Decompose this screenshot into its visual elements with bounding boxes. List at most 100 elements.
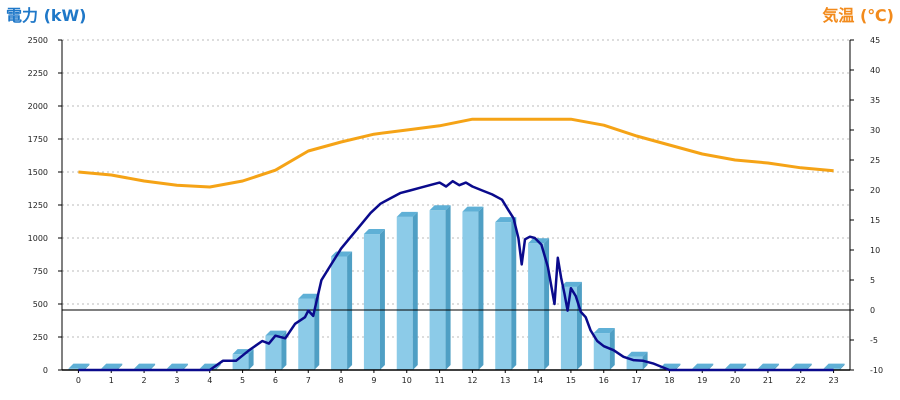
bar-side bbox=[412, 211, 418, 370]
bar-front bbox=[396, 216, 413, 370]
bar-top bbox=[593, 328, 615, 334]
left-tick-label: 1500 bbox=[28, 168, 48, 177]
left-tick-label: 2250 bbox=[28, 69, 48, 78]
bar-side bbox=[445, 205, 451, 370]
x-tick-label: 4 bbox=[207, 376, 212, 385]
bar bbox=[462, 206, 484, 370]
bar-front bbox=[298, 298, 315, 370]
x-tick-label: 19 bbox=[697, 376, 707, 385]
bar-side bbox=[708, 363, 714, 370]
x-tick-label: 0 bbox=[76, 376, 81, 385]
bar-top bbox=[396, 211, 418, 217]
bar bbox=[429, 205, 451, 370]
bar-side bbox=[281, 330, 287, 370]
bar-front bbox=[462, 211, 479, 370]
bar-front bbox=[429, 210, 446, 370]
bar bbox=[396, 211, 418, 370]
bar bbox=[232, 349, 254, 370]
bar-side bbox=[773, 363, 779, 370]
bar bbox=[495, 217, 517, 370]
right-tick-label: -5 bbox=[870, 336, 878, 345]
x-tick-label: 5 bbox=[240, 376, 245, 385]
bar-top bbox=[298, 293, 320, 299]
bar-side bbox=[806, 363, 812, 370]
left-tick-label: 1000 bbox=[28, 234, 48, 243]
x-tick-label: 10 bbox=[402, 376, 412, 385]
left-axis-title: 電力 (kW) bbox=[6, 6, 87, 25]
right-tick-label: 5 bbox=[870, 276, 875, 285]
bar-side bbox=[379, 229, 385, 370]
bar-top bbox=[725, 363, 747, 369]
x-tick-label: 6 bbox=[273, 376, 278, 385]
bar bbox=[331, 251, 353, 370]
x-tick-label: 7 bbox=[306, 376, 311, 385]
bar-top bbox=[462, 206, 484, 212]
bar-front bbox=[495, 222, 512, 370]
x-tick-label: 14 bbox=[533, 376, 543, 385]
bar-top bbox=[363, 229, 385, 235]
bar-side bbox=[741, 363, 747, 370]
bar-top bbox=[101, 363, 123, 369]
bar bbox=[298, 293, 320, 370]
power-line bbox=[78, 179, 834, 372]
bar-top bbox=[429, 205, 451, 211]
right-tick-label: 20 bbox=[870, 186, 880, 195]
bar bbox=[363, 229, 385, 370]
x-tick-label: 21 bbox=[763, 376, 773, 385]
right-tick-label: 35 bbox=[870, 96, 880, 105]
axes bbox=[58, 39, 854, 373]
bar-side bbox=[511, 217, 517, 370]
right-tick-label: -10 bbox=[870, 366, 883, 375]
series-lines bbox=[78, 117, 834, 372]
bar-top bbox=[265, 330, 287, 336]
x-tick-label: 11 bbox=[434, 376, 444, 385]
bar-top bbox=[823, 363, 845, 369]
bar-front bbox=[265, 335, 282, 370]
bar-side bbox=[839, 363, 845, 370]
bar-side bbox=[215, 363, 221, 370]
bar-top bbox=[626, 351, 648, 357]
x-tick-label: 22 bbox=[796, 376, 806, 385]
bar-side bbox=[150, 363, 156, 370]
bar-side bbox=[478, 206, 484, 370]
right-tick-label: 25 bbox=[870, 156, 880, 165]
bar-front bbox=[232, 354, 249, 370]
left-tick-label: 1750 bbox=[28, 135, 48, 144]
bar-side bbox=[347, 251, 353, 370]
bar-top bbox=[166, 363, 188, 369]
right-tick-label: 0 bbox=[870, 306, 875, 315]
right-tick-label: 45 bbox=[870, 36, 880, 45]
right-tick-label: 15 bbox=[870, 216, 880, 225]
right-tick-label: 10 bbox=[870, 246, 880, 255]
left-tick-label: 750 bbox=[33, 267, 48, 276]
left-tick-label: 0 bbox=[43, 366, 48, 375]
temperature-line bbox=[78, 117, 834, 189]
x-tick-label: 16 bbox=[599, 376, 609, 385]
right-axis-title: 気温 (℃) bbox=[822, 6, 894, 25]
left-tick-label: 250 bbox=[33, 333, 48, 342]
bar-side bbox=[248, 349, 254, 370]
bar-front bbox=[363, 234, 380, 370]
x-tick-label: 9 bbox=[371, 376, 376, 385]
left-tick-label: 1250 bbox=[28, 201, 48, 210]
x-tick-label: 2 bbox=[142, 376, 147, 385]
x-tick-label: 1 bbox=[109, 376, 114, 385]
left-tick-label: 2000 bbox=[28, 102, 48, 111]
bar-top bbox=[134, 363, 156, 369]
bar-top bbox=[790, 363, 812, 369]
x-tick-label: 15 bbox=[566, 376, 576, 385]
x-tick-label: 12 bbox=[467, 376, 477, 385]
right-tick-label: 30 bbox=[870, 126, 880, 135]
bar-front bbox=[331, 256, 348, 370]
tick-labels: 02505007501000125015001750200022502500-1… bbox=[28, 36, 883, 385]
bar-top bbox=[495, 217, 517, 223]
x-tick-label: 18 bbox=[664, 376, 674, 385]
right-tick-label: 40 bbox=[870, 66, 880, 75]
bar-top bbox=[68, 363, 90, 369]
grid-lines bbox=[62, 39, 850, 338]
bar-side bbox=[117, 363, 123, 370]
bar-side bbox=[314, 293, 320, 370]
x-tick-label: 20 bbox=[730, 376, 740, 385]
bar-side bbox=[182, 363, 188, 370]
